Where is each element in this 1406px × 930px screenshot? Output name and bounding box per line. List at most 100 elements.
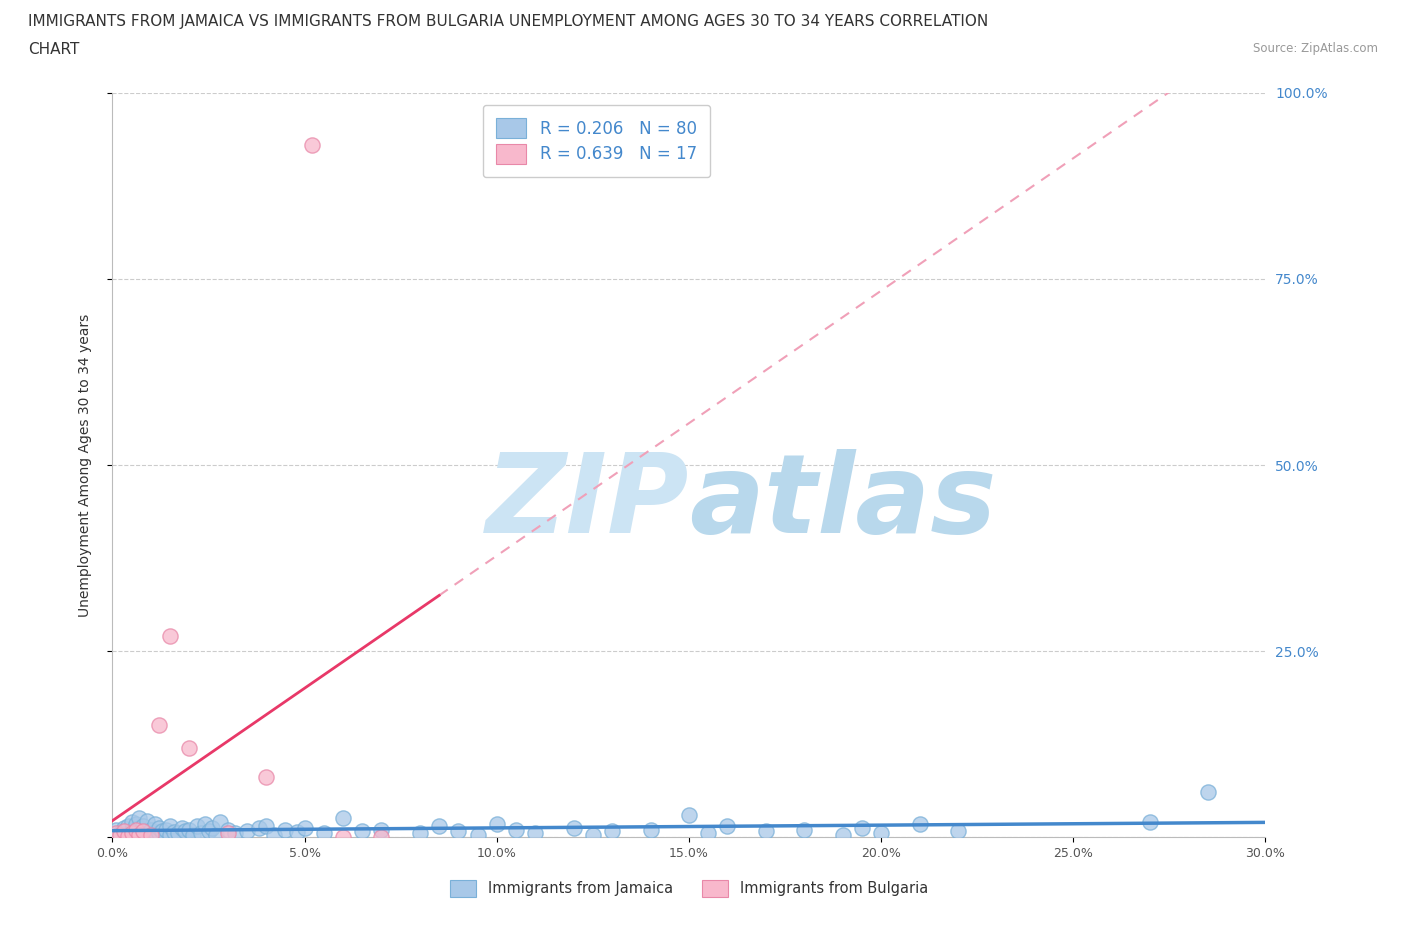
Point: [352, 824, 374, 839]
Point: [370, 830, 392, 844]
Point: [132, 826, 155, 841]
Point: [236, 824, 259, 839]
Point: [121, 828, 143, 843]
Point: [467, 828, 489, 843]
Legend: Immigrants from Jamaica, Immigrants from Bulgaria: Immigrants from Jamaica, Immigrants from…: [443, 872, 935, 904]
Point: [121, 822, 143, 837]
Point: [524, 826, 547, 841]
Point: [179, 740, 201, 755]
Point: [148, 826, 170, 841]
Point: [112, 824, 135, 839]
Point: [148, 718, 170, 733]
Point: [194, 817, 217, 831]
Point: [831, 828, 853, 843]
Point: [186, 818, 208, 833]
Text: ZIP: ZIP: [485, 448, 689, 556]
Point: [485, 817, 508, 831]
Point: [136, 824, 159, 839]
Text: IMMIGRANTS FROM JAMAICA VS IMMIGRANTS FROM BULGARIA UNEMPLOYMENT AMONG AGES 30 T: IMMIGRANTS FROM JAMAICA VS IMMIGRANTS FR…: [28, 14, 988, 29]
Point: [870, 826, 893, 841]
Point: [163, 824, 186, 839]
Point: [148, 820, 170, 835]
Point: [793, 822, 815, 837]
Point: [1139, 815, 1161, 830]
Point: [121, 824, 143, 839]
Point: [263, 828, 285, 843]
Point: [139, 822, 162, 837]
Point: [201, 820, 224, 835]
Point: [678, 807, 700, 822]
Point: [117, 825, 139, 840]
Point: [285, 824, 308, 839]
Point: [143, 817, 166, 831]
Point: [254, 770, 277, 785]
Point: [152, 824, 174, 839]
Point: [181, 828, 204, 843]
Point: [117, 828, 139, 843]
Point: [132, 818, 155, 833]
Point: [121, 815, 143, 830]
Point: [209, 815, 232, 830]
Point: [247, 820, 270, 835]
Point: [908, 817, 931, 831]
Point: [205, 828, 228, 843]
Point: [224, 826, 246, 841]
Point: [174, 824, 197, 839]
Point: [370, 822, 392, 837]
Point: [112, 820, 135, 835]
Point: [217, 822, 239, 837]
Text: atlas: atlas: [689, 448, 997, 556]
Point: [121, 826, 143, 841]
Point: [124, 822, 146, 837]
Text: Source: ZipAtlas.com: Source: ZipAtlas.com: [1253, 42, 1378, 55]
Point: [112, 824, 135, 839]
Point: [170, 820, 193, 835]
Point: [105, 826, 128, 841]
Point: [190, 826, 212, 841]
Point: [217, 826, 239, 841]
Point: [582, 828, 605, 843]
Point: [159, 629, 181, 644]
Point: [946, 824, 969, 839]
Point: [332, 830, 354, 844]
Point: [159, 828, 181, 843]
Text: CHART: CHART: [28, 42, 80, 57]
Point: [105, 822, 128, 837]
Point: [159, 818, 181, 833]
Point: [1197, 785, 1219, 800]
Point: [139, 828, 162, 843]
Point: [128, 828, 150, 843]
Point: [294, 820, 316, 835]
Point: [179, 822, 201, 837]
Point: [851, 820, 873, 835]
Point: [108, 828, 131, 843]
Point: [254, 818, 277, 833]
Point: [128, 820, 150, 835]
Point: [427, 818, 450, 833]
Point: [124, 817, 146, 831]
Point: [505, 822, 527, 837]
Point: [562, 820, 585, 835]
Point: [132, 824, 155, 839]
Point: [409, 826, 432, 841]
Point: [143, 824, 166, 839]
Point: [301, 138, 323, 153]
Point: [124, 824, 146, 839]
Point: [139, 828, 162, 843]
Point: [166, 826, 188, 841]
Point: [197, 824, 219, 839]
Point: [600, 824, 623, 839]
Point: [716, 818, 738, 833]
Point: [124, 827, 146, 842]
Point: [108, 826, 131, 841]
Point: [274, 822, 297, 837]
Point: [136, 813, 159, 828]
Point: [128, 828, 150, 843]
Point: [128, 811, 150, 826]
Point: [697, 826, 720, 841]
Point: [447, 824, 470, 839]
Point: [117, 828, 139, 843]
Point: [640, 822, 662, 837]
Point: [755, 824, 778, 839]
Y-axis label: Unemployment Among Ages 30 to 34 years: Unemployment Among Ages 30 to 34 years: [77, 313, 91, 617]
